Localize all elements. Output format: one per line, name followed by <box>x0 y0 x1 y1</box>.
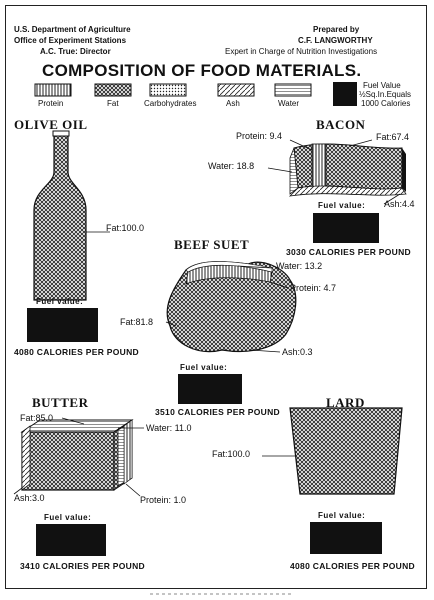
header-dept: U.S. Department of Agriculture <box>14 25 131 34</box>
bacon-fat-label: Fat:67.4 <box>376 132 410 142</box>
legend-carbohydrates-label: Carbohydrates <box>144 99 197 108</box>
legend-water-swatch <box>274 83 312 97</box>
legend-fuel-line2: ½Sq.In.Equals <box>359 90 412 99</box>
lard-tub <box>289 407 403 495</box>
lard-fuel-label: Fuel value: <box>318 511 366 520</box>
beef-suet-ash-label: Ash:0.3 <box>282 347 313 357</box>
page-frame <box>5 5 427 589</box>
beef-suet-lump <box>166 261 297 353</box>
legend-ash-label: Ash <box>226 99 240 108</box>
bacon-fuel-label: Fuel value: <box>318 201 366 210</box>
header-prepared-by: Prepared by <box>313 25 360 34</box>
lard-fuel-block <box>310 522 382 554</box>
legend-protein-swatch <box>34 83 72 97</box>
bacon-fuel-block <box>313 213 379 243</box>
legend-water-label: Water <box>278 99 300 108</box>
bacon-slab <box>288 143 407 197</box>
legend-fuel-swatch <box>333 82 357 106</box>
olive-oil-title: OLIVE OIL <box>14 117 88 132</box>
olive-oil-bottle <box>33 133 87 301</box>
butter-protein-label: Protein: 1.0 <box>140 495 187 505</box>
legend-carbohydrates-swatch <box>149 83 187 97</box>
legend-fuel-line3: 1000 Calories <box>361 99 411 108</box>
butter-fat-label: Fat:85.0 <box>20 413 54 423</box>
beef-suet-calories: 3510 CALORIES PER POUND <box>155 407 280 417</box>
beef-suet-title: BEEF SUET <box>174 237 250 252</box>
beef-suet-fat-label: Fat:81.8 <box>120 317 154 327</box>
beef-suet-water-label: Water: 13.2 <box>276 261 323 271</box>
butter-title: BUTTER <box>32 395 89 410</box>
legend-fat-swatch <box>94 83 132 97</box>
bacon-water-label: Water: 18.8 <box>208 161 255 171</box>
butter-calories: 3410 CALORIES PER POUND <box>20 561 145 571</box>
butter-water-label: Water: 11.0 <box>146 423 192 433</box>
olive-oil-calories: 4080 CALORIES PER POUND <box>14 347 139 357</box>
butter-block <box>20 419 134 491</box>
butter-fuel-block <box>36 524 106 556</box>
butter-ash-label: Ash:3.0 <box>14 493 45 503</box>
bacon-calories: 3030 CALORIES PER POUND <box>286 247 411 257</box>
bacon-ash-label: Ash:4.4 <box>384 199 415 209</box>
beef-suet-fuel-block <box>178 374 242 404</box>
olive-oil-fuel-block <box>27 308 98 342</box>
header-office: Office of Experiment Stations <box>14 36 127 45</box>
legend-fat-label: Fat <box>107 99 119 108</box>
bacon-protein-label: Protein: 9.4 <box>236 131 283 141</box>
header-author-title: Expert in Charge of Nutrition Investigat… <box>225 47 378 56</box>
butter-fuel-label: Fuel value: <box>44 513 92 522</box>
olive-oil-fat-label: Fat:100.0 <box>106 223 145 233</box>
legend-fuel-line1: Fuel Value <box>363 81 401 90</box>
header-author: C.F. LANGWORTHY <box>298 36 373 45</box>
legend-ash-swatch <box>217 83 255 97</box>
beef-suet-fuel-label: Fuel value: <box>180 363 228 372</box>
bacon-title: BACON <box>316 117 366 132</box>
page-title: COMPOSITION OF FOOD MATERIALS. <box>42 61 362 80</box>
olive-oil-fuel-label: Fuel value: <box>36 297 84 306</box>
lard-fat-label: Fat:100.0 <box>212 449 251 459</box>
header-director: A.C. True: Director <box>40 47 111 56</box>
lard-calories: 4080 CALORIES PER POUND <box>290 561 415 571</box>
lard-title: LARD <box>326 395 365 410</box>
legend-protein-label: Protein <box>38 99 64 108</box>
beef-suet-protein-label: Protein: 4.7 <box>290 283 337 293</box>
